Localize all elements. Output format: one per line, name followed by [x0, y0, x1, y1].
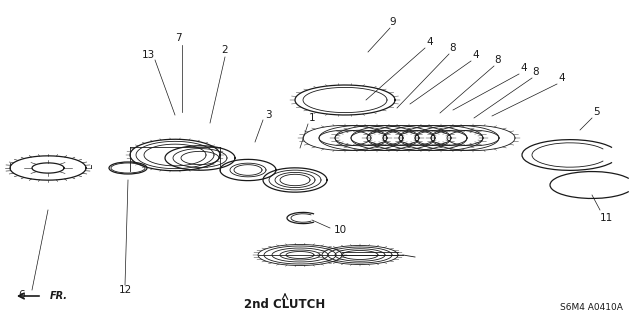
Text: 1: 1 — [308, 113, 316, 123]
Text: 4: 4 — [473, 50, 479, 60]
Text: 4: 4 — [521, 63, 527, 73]
Text: 5: 5 — [593, 107, 599, 117]
Text: S6M4 A0410A: S6M4 A0410A — [560, 303, 623, 313]
Text: 10: 10 — [333, 225, 347, 235]
Text: 11: 11 — [600, 213, 612, 223]
Text: 2: 2 — [221, 45, 228, 55]
Text: 13: 13 — [141, 50, 155, 60]
Text: 4: 4 — [427, 37, 433, 47]
Text: 2nd CLUTCH: 2nd CLUTCH — [244, 299, 326, 311]
Text: 7: 7 — [175, 33, 181, 43]
Text: 6: 6 — [19, 290, 26, 300]
Text: 4: 4 — [559, 73, 565, 83]
Text: 8: 8 — [532, 67, 540, 77]
Text: 8: 8 — [495, 55, 501, 65]
Text: 3: 3 — [265, 110, 271, 120]
Text: 12: 12 — [118, 285, 132, 295]
Text: FR.: FR. — [50, 291, 68, 301]
Text: 9: 9 — [390, 17, 396, 27]
Text: 8: 8 — [450, 43, 456, 53]
